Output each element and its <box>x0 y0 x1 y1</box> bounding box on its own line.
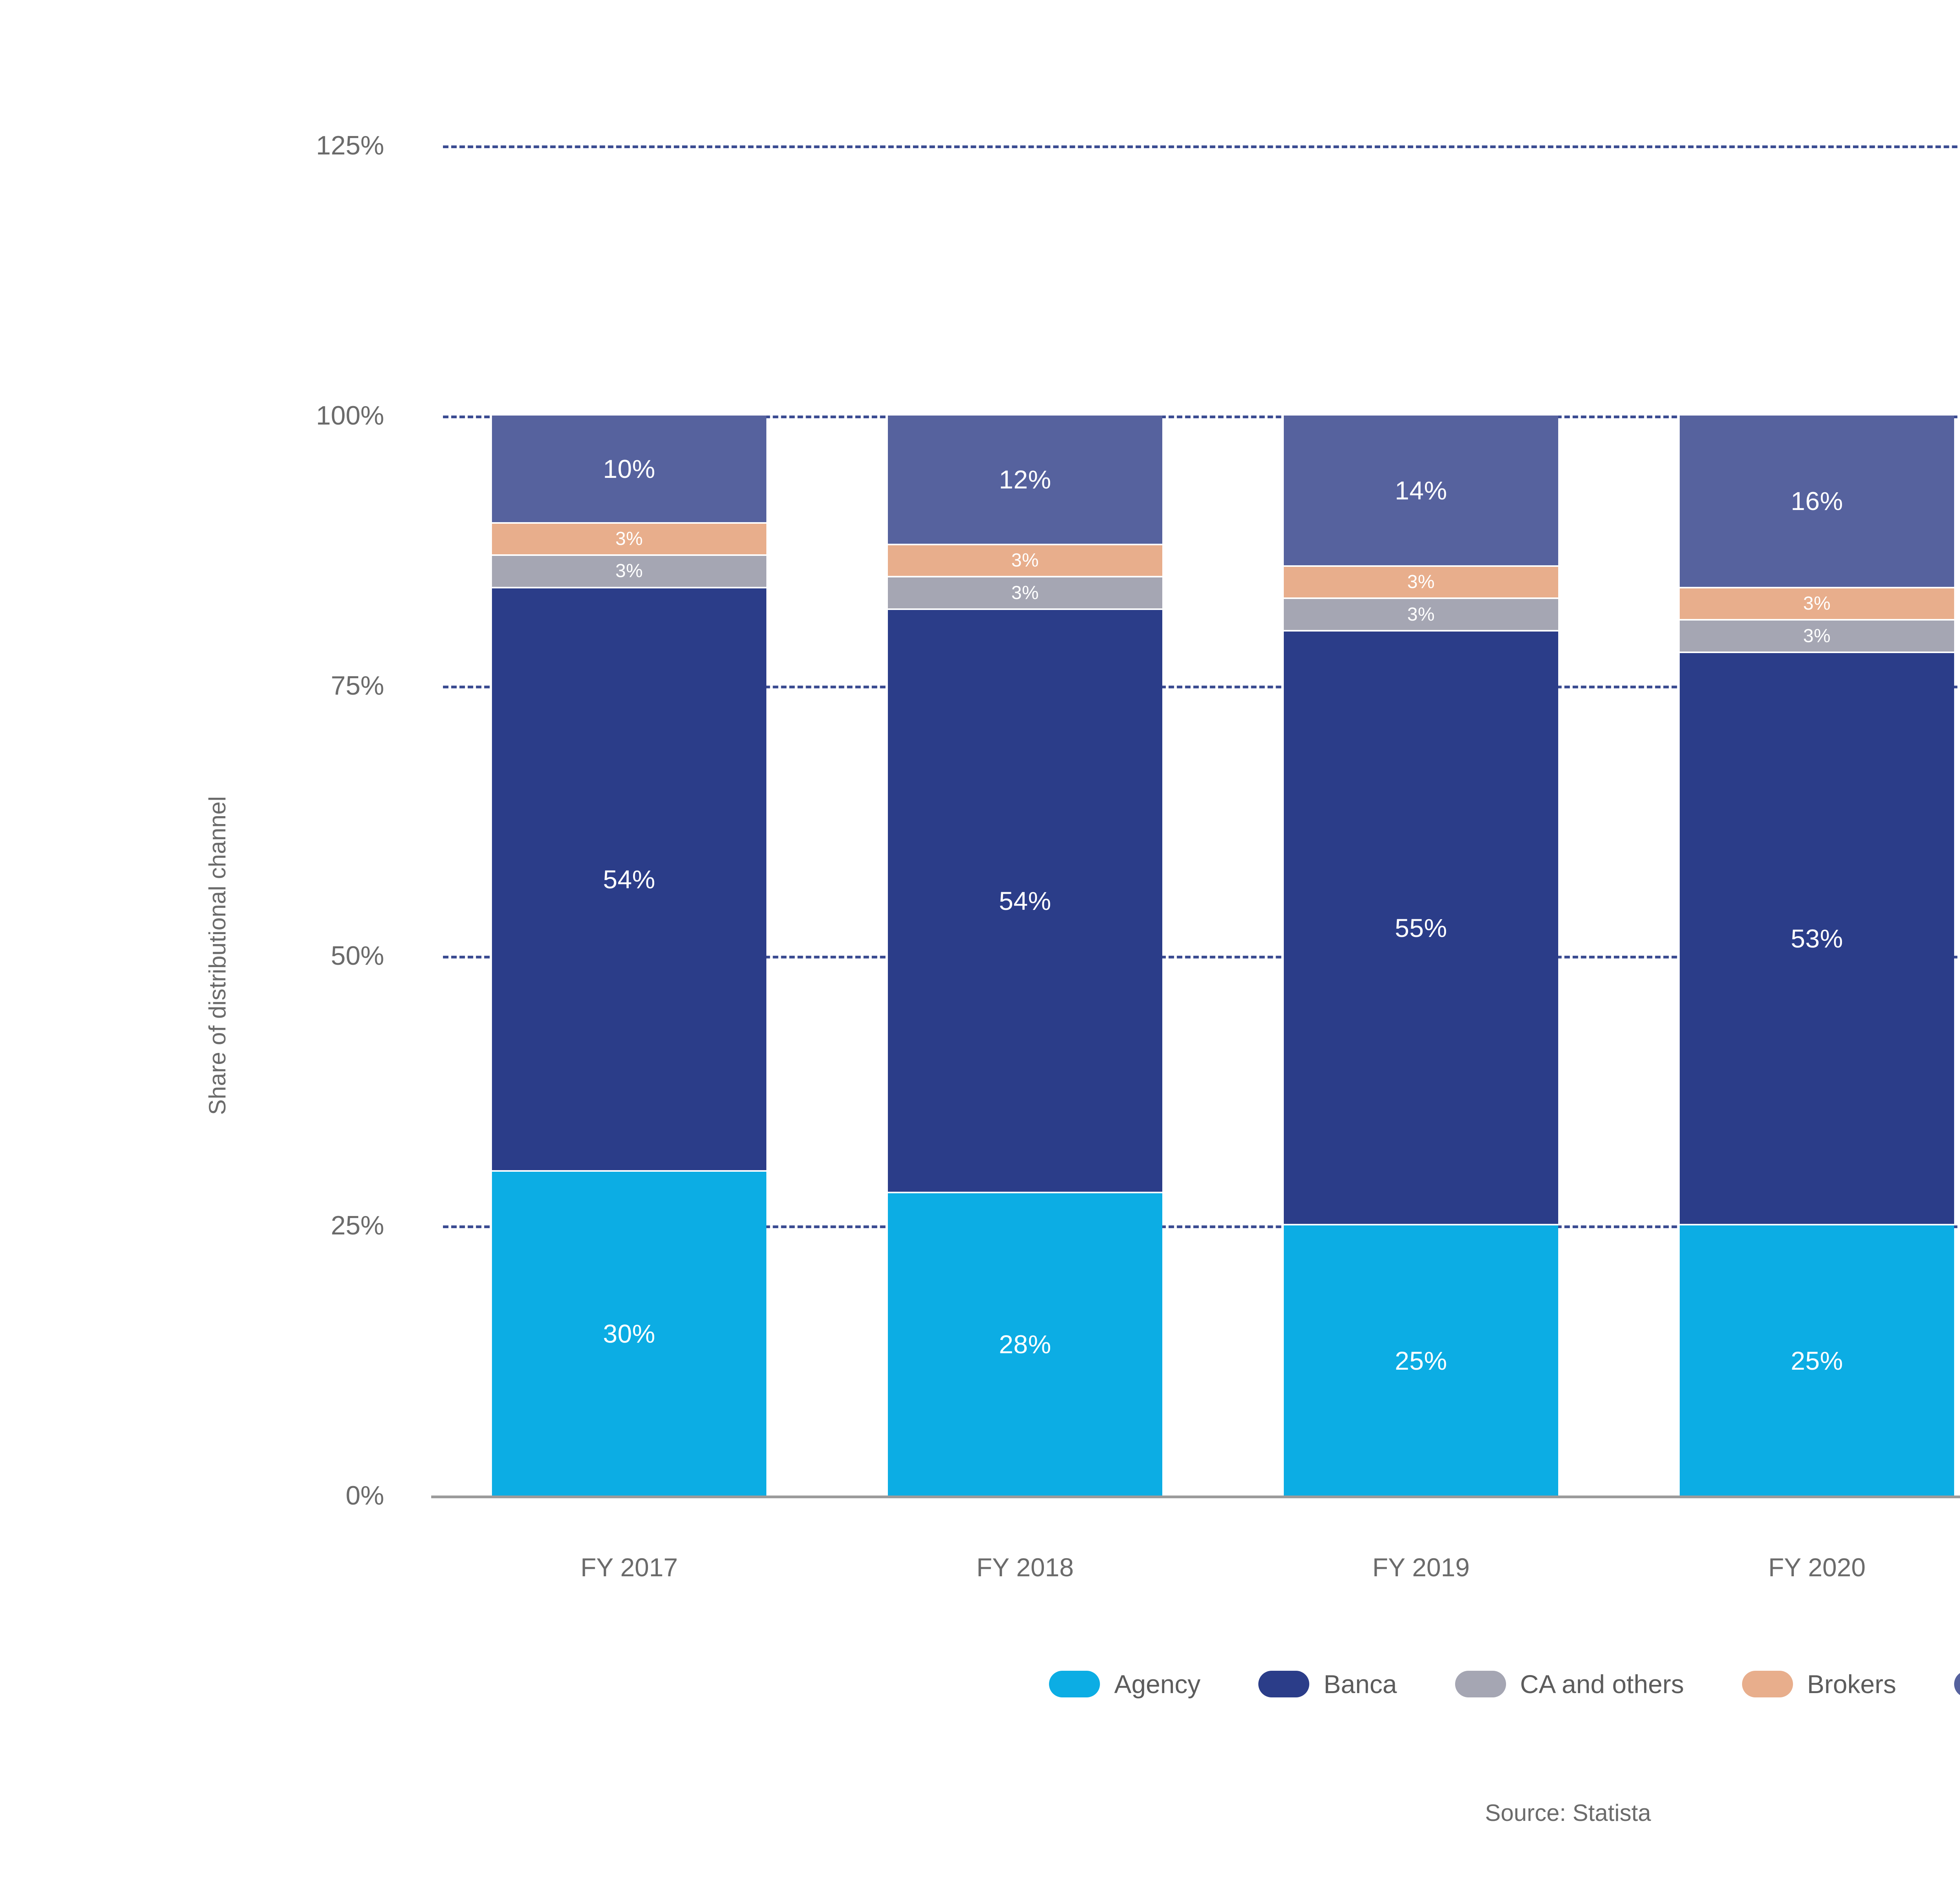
gridline-25 <box>443 1225 1960 1229</box>
y-axis-tick-label: 0% <box>345 1481 384 1510</box>
legend-label: CA and others <box>1520 1670 1684 1699</box>
x-axis-tick-label: FY 2020 <box>1768 1553 1866 1582</box>
bar-segment-banca[interactable]: 54% <box>492 588 766 1172</box>
bar-fy-2019[interactable]: 25% 55% 3% 3% 14% <box>1284 416 1558 1496</box>
legend-swatch-icon <box>1049 1671 1100 1697</box>
bar-segment-ca-and-others[interactable]: 3% <box>492 556 766 588</box>
bar-segment-value-label: 3% <box>1407 604 1435 625</box>
y-axis-tick-label: 125% <box>316 131 384 161</box>
bar-segment-agency[interactable]: 25% <box>1284 1225 1558 1496</box>
bar-fy-2017[interactable]: 30% 54% 3% 3% 10% <box>492 416 766 1496</box>
bar-fy-2018[interactable]: 28% 54% 3% 3% 12% <box>888 416 1162 1496</box>
x-axis-tick-label: FY 2018 <box>976 1553 1074 1582</box>
bar-segment-ca-and-others[interactable]: 3% <box>1680 621 1954 653</box>
bar-segment-value-label: 3% <box>615 528 643 549</box>
bar-segment-banca[interactable]: 53% <box>1680 653 1954 1226</box>
bar-segment-value-label: 3% <box>1803 593 1831 614</box>
bar-segment-value-label: 54% <box>999 886 1051 915</box>
gridline-75 <box>443 685 1960 688</box>
bar-segment-agency[interactable]: 25% <box>1680 1225 1954 1496</box>
bar-segment-direct[interactable]: 10% <box>492 416 766 524</box>
legend-item-direct[interactable]: Direct <box>1954 1669 1960 1699</box>
bar-segment-value-label: 3% <box>1011 582 1039 603</box>
bar-segment-ca-and-others[interactable]: 3% <box>888 577 1162 610</box>
bar-fy-2020[interactable]: 25% 53% 3% 3% 16% <box>1680 416 1954 1496</box>
legend-item-banca[interactable]: Banca <box>1258 1669 1397 1699</box>
y-axis-tick-label: 100% <box>316 401 384 430</box>
bar-segment-banca[interactable]: 55% <box>1284 632 1558 1226</box>
bar-segment-value-label: 25% <box>1395 1346 1447 1375</box>
y-axis-tick-label: 25% <box>330 1211 384 1241</box>
bar-segment-value-label: 25% <box>1791 1346 1843 1375</box>
bar-segment-value-label: 16% <box>1791 486 1843 516</box>
y-axis-tick-label: 75% <box>330 670 384 701</box>
bar-segment-brokers[interactable]: 3% <box>1680 588 1954 621</box>
bar-segment-value-label: 3% <box>1407 572 1435 593</box>
bar-segment-value-label: 3% <box>615 561 643 582</box>
gridline-125 <box>443 145 1960 149</box>
x-axis-tick-label: FY 2019 <box>1372 1553 1470 1582</box>
plot-area: 30% 54% 3% 3% 10% 28% 54% 3% 3% 12% 25% 55% 3% 3% 14% 2… <box>431 416 1960 1496</box>
gridline-100 <box>443 416 1960 418</box>
legend-swatch-icon <box>1742 1671 1793 1697</box>
bar-segment-value-label: 3% <box>1011 550 1039 571</box>
bar-segment-agency[interactable]: 30% <box>492 1171 766 1496</box>
legend-item-ca-and-others[interactable]: CA and others <box>1455 1669 1684 1699</box>
legend-swatch-icon <box>1258 1671 1310 1697</box>
source-note: Source: Statista <box>1485 1800 1651 1826</box>
bar-segment-value-label: 30% <box>603 1319 655 1348</box>
y-axis-tick-label: 50% <box>330 940 384 971</box>
legend-item-agency[interactable]: Agency <box>1049 1669 1200 1699</box>
bar-segment-value-label: 28% <box>999 1330 1051 1359</box>
bar-segment-banca[interactable]: 54% <box>888 610 1162 1193</box>
bar-segment-direct[interactable]: 14% <box>1284 416 1558 567</box>
chart-legend: Agency Banca CA and others Brokers Direct <box>0 1669 1960 1699</box>
gridline-50 <box>443 955 1960 958</box>
bar-segment-direct[interactable]: 12% <box>888 416 1162 545</box>
bar-segment-value-label: 14% <box>1395 476 1447 505</box>
bar-segment-value-label: 55% <box>1395 913 1447 942</box>
bar-segment-direct[interactable]: 16% <box>1680 416 1954 588</box>
bar-segment-value-label: 3% <box>1803 625 1831 646</box>
x-axis-tick-label: FY 2017 <box>580 1553 678 1582</box>
bar-segment-value-label: 10% <box>603 454 655 483</box>
legend-item-brokers[interactable]: Brokers <box>1742 1669 1896 1699</box>
bar-segment-brokers[interactable]: 3% <box>1284 566 1558 599</box>
bar-segment-value-label: 53% <box>1791 924 1843 953</box>
bar-segment-brokers[interactable]: 3% <box>888 545 1162 578</box>
legend-swatch-icon <box>1954 1671 1960 1697</box>
axis-baseline <box>431 1496 1960 1498</box>
legend-label: Brokers <box>1807 1670 1896 1699</box>
legend-swatch-icon <box>1455 1671 1506 1697</box>
bar-segment-value-label: 12% <box>999 465 1051 494</box>
bar-segment-agency[interactable]: 28% <box>888 1193 1162 1496</box>
bar-segment-value-label: 54% <box>603 864 655 894</box>
legend-label: Banca <box>1323 1670 1397 1699</box>
bar-segment-ca-and-others[interactable]: 3% <box>1284 599 1558 632</box>
bar-segment-brokers[interactable]: 3% <box>492 523 766 556</box>
legend-label: Agency <box>1114 1670 1201 1699</box>
